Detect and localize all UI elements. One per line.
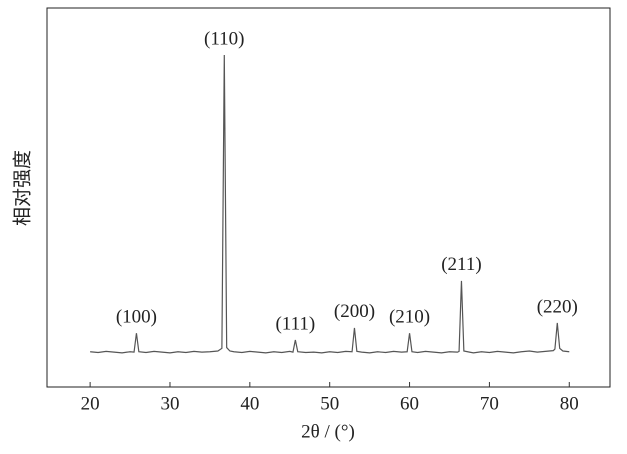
x-tick-label: 20: [81, 393, 100, 414]
xrd-line: [90, 54, 570, 354]
peak-label: (210): [389, 307, 430, 328]
peak-label: (111): [275, 313, 315, 334]
y-axis-label: 相对强度: [11, 150, 33, 226]
x-tick-label: 60: [400, 393, 419, 414]
peak-label: (100): [116, 307, 157, 328]
x-tick-label: 70: [480, 393, 499, 414]
x-tick-label: 50: [320, 393, 339, 414]
x-tick-label: 40: [240, 393, 259, 414]
peak-label: (220): [537, 296, 578, 317]
peak-label: (200): [334, 301, 375, 322]
x-tick-label: 80: [560, 393, 579, 414]
peak-label: (211): [441, 254, 481, 275]
plot-frame: [46, 7, 611, 388]
x-axis-label: 2θ / (°): [301, 421, 355, 442]
x-tick-label: 30: [160, 393, 179, 414]
peak-label: (110): [204, 28, 244, 49]
